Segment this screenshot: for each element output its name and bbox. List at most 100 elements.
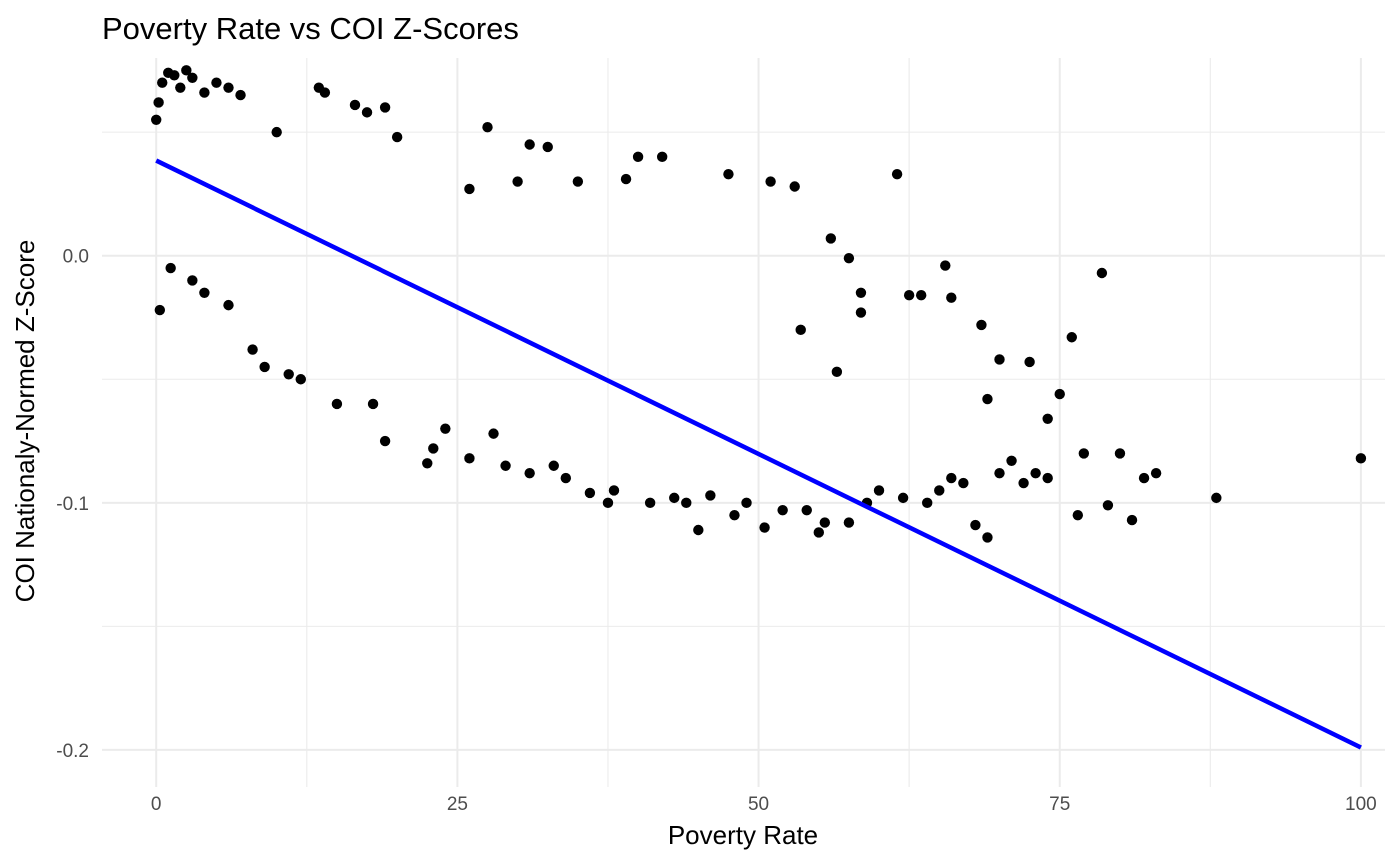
data-point xyxy=(331,398,343,410)
data-point xyxy=(602,497,614,509)
data-point xyxy=(169,70,180,81)
data-point xyxy=(464,183,475,195)
data-point xyxy=(843,252,855,264)
data-point xyxy=(1078,448,1090,459)
data-point xyxy=(187,275,198,286)
data-point xyxy=(897,492,909,504)
data-point xyxy=(656,151,668,163)
data-point xyxy=(1018,477,1029,489)
data-point xyxy=(705,490,716,501)
data-point xyxy=(994,354,1005,365)
data-point xyxy=(723,168,734,180)
data-point xyxy=(1114,448,1126,459)
data-point xyxy=(524,139,535,150)
data-point xyxy=(1211,492,1222,504)
data-point xyxy=(247,344,258,355)
data-point xyxy=(982,393,993,405)
data-point xyxy=(903,290,915,301)
data-point xyxy=(379,102,391,113)
data-point xyxy=(855,307,867,318)
x-tick-label: 25 xyxy=(447,794,468,815)
data-point xyxy=(940,260,951,271)
data-point xyxy=(295,374,306,385)
data-point xyxy=(970,519,981,531)
data-point xyxy=(620,173,632,185)
data-point xyxy=(958,477,969,489)
data-point xyxy=(644,497,656,509)
x-tick-label: 50 xyxy=(748,794,769,815)
data-point xyxy=(729,509,740,521)
data-point xyxy=(873,485,885,496)
data-point xyxy=(367,398,379,410)
data-point xyxy=(1126,514,1138,526)
data-point xyxy=(319,87,331,98)
data-point xyxy=(789,181,800,192)
data-point xyxy=(572,176,584,187)
data-point xyxy=(542,141,553,153)
data-point xyxy=(946,472,957,484)
data-point xyxy=(1138,472,1150,484)
data-point xyxy=(1042,472,1053,484)
data-point xyxy=(512,176,523,187)
data-point xyxy=(500,460,511,471)
data-point xyxy=(259,361,270,373)
data-point xyxy=(428,443,439,454)
data-point xyxy=(795,324,806,336)
data-point xyxy=(994,467,1005,479)
data-point xyxy=(584,487,596,499)
data-point xyxy=(1072,509,1084,521)
data-point xyxy=(693,524,704,536)
data-point xyxy=(199,287,210,298)
data-point xyxy=(464,453,475,464)
data-point xyxy=(831,366,843,378)
regression-line xyxy=(155,158,1362,750)
y-tick-label: -0.1 xyxy=(56,494,89,515)
data-point xyxy=(1024,356,1035,368)
data-point xyxy=(283,369,294,380)
data-point xyxy=(482,121,493,133)
data-point xyxy=(855,287,867,298)
data-point xyxy=(187,72,198,83)
data-point xyxy=(361,107,373,118)
data-point xyxy=(741,497,752,509)
data-point xyxy=(843,517,855,528)
data-point xyxy=(669,492,680,504)
data-point xyxy=(801,505,812,516)
x-tick-label: 100 xyxy=(1345,794,1377,815)
data-point xyxy=(440,423,451,434)
data-point xyxy=(1096,267,1108,279)
data-point xyxy=(211,77,222,88)
data-point xyxy=(157,77,168,88)
data-point xyxy=(175,82,186,93)
data-point xyxy=(199,87,210,98)
data-point xyxy=(379,435,391,447)
data-point xyxy=(1102,500,1114,511)
data-point xyxy=(915,290,927,301)
data-point xyxy=(1006,455,1017,467)
tick-labels: 0 25 50 75 100 0.0 -0.1 -0.2 xyxy=(56,247,1377,815)
y-tick-label: -0.2 xyxy=(56,741,89,762)
data-point xyxy=(422,458,433,469)
data-point xyxy=(946,292,957,303)
x-tick-label: 0 xyxy=(151,794,162,815)
data-point xyxy=(391,131,403,143)
chart-title: Poverty Rate vs COI Z-Scores xyxy=(102,11,519,46)
data-point xyxy=(1066,332,1077,343)
data-point xyxy=(165,262,176,274)
data-point xyxy=(560,472,572,484)
data-point xyxy=(1042,413,1053,424)
data-point xyxy=(976,319,987,331)
data-point xyxy=(1150,467,1162,479)
data-point xyxy=(153,97,164,108)
data-point xyxy=(181,65,192,76)
data-point xyxy=(922,497,933,509)
data-point xyxy=(235,89,246,101)
y-axis-title: COI Nationaly-Normed Z-Score xyxy=(10,240,40,603)
x-axis-title: Poverty Rate xyxy=(668,820,818,850)
data-point xyxy=(819,517,831,528)
data-point xyxy=(223,82,234,93)
data-point xyxy=(813,527,824,538)
data-point xyxy=(349,99,361,111)
data-point xyxy=(1054,388,1065,400)
